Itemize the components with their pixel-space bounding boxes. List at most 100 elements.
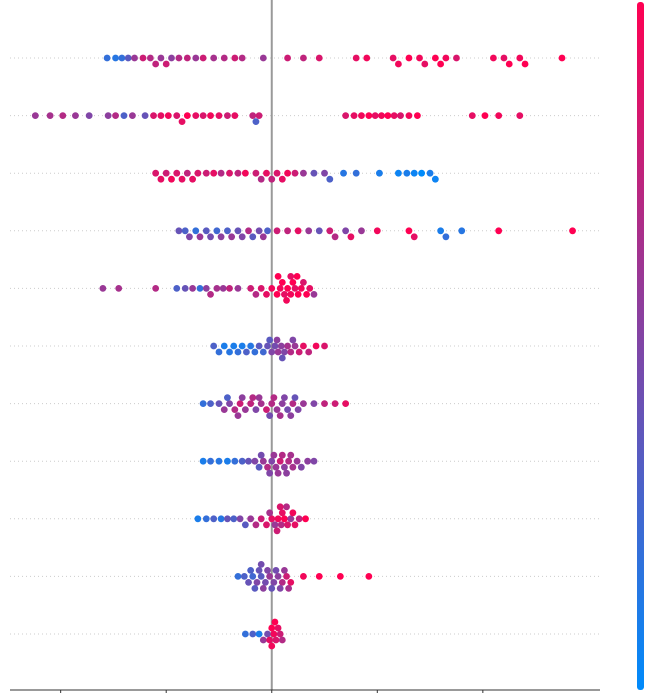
dot	[352, 169, 360, 177]
dot	[249, 394, 257, 401]
dot	[268, 175, 276, 183]
dot	[252, 169, 260, 177]
dot	[217, 515, 225, 523]
dot	[215, 112, 223, 119]
dot	[342, 227, 350, 235]
dot	[118, 54, 126, 62]
dot	[342, 400, 350, 407]
dot	[249, 233, 257, 241]
dot	[220, 342, 228, 350]
dot	[249, 573, 257, 580]
dot	[257, 285, 265, 292]
dot	[303, 291, 310, 298]
dot	[331, 233, 339, 241]
dot	[220, 406, 228, 413]
dot	[234, 412, 242, 419]
dot	[284, 406, 291, 413]
dot	[283, 573, 290, 580]
dot	[181, 285, 189, 292]
dot	[268, 457, 276, 465]
dot	[431, 54, 439, 62]
dot	[293, 457, 301, 465]
dot	[285, 585, 293, 592]
dot	[421, 60, 429, 68]
dot	[326, 227, 334, 235]
dot	[199, 54, 207, 62]
dot	[274, 573, 282, 580]
dot	[99, 285, 107, 292]
dot	[272, 463, 280, 471]
dot	[238, 457, 246, 465]
dot	[294, 406, 302, 413]
dot	[241, 630, 249, 638]
dot	[350, 112, 358, 119]
dot	[271, 618, 279, 626]
dot	[431, 175, 439, 183]
dot	[268, 642, 276, 650]
dot	[231, 112, 239, 119]
dot	[262, 579, 269, 586]
dot	[224, 515, 231, 523]
dot	[495, 112, 503, 119]
dot	[224, 227, 231, 235]
dot	[234, 285, 242, 292]
dot	[274, 515, 282, 523]
dot	[255, 630, 263, 638]
dot	[293, 273, 301, 280]
dot	[458, 227, 466, 235]
dot	[241, 406, 249, 413]
dot	[175, 227, 183, 235]
dot	[253, 579, 261, 586]
dot	[162, 169, 170, 177]
dot	[210, 54, 218, 62]
dot	[263, 521, 270, 529]
dot	[31, 112, 39, 119]
dot	[273, 406, 281, 413]
dot	[226, 285, 233, 292]
dot	[278, 579, 286, 586]
dot	[264, 227, 271, 235]
dot	[442, 54, 450, 62]
dot	[300, 342, 307, 350]
dot	[278, 279, 286, 286]
dot	[516, 54, 524, 62]
dot	[202, 227, 210, 235]
dot	[278, 175, 286, 183]
dot	[283, 297, 290, 304]
dot	[266, 469, 274, 477]
dot	[196, 285, 204, 292]
dot	[283, 503, 290, 511]
dot	[259, 457, 267, 465]
dot	[558, 54, 566, 62]
dot	[234, 169, 242, 177]
dot	[202, 515, 210, 523]
dot	[442, 233, 450, 241]
dot	[263, 291, 270, 298]
dot	[241, 521, 249, 529]
dot	[245, 227, 252, 235]
dot	[310, 169, 318, 177]
dot	[347, 233, 355, 241]
dot	[251, 585, 259, 592]
dot	[266, 636, 274, 644]
dot	[276, 412, 284, 419]
dot	[358, 227, 365, 235]
dot	[371, 112, 379, 119]
dot	[236, 515, 244, 523]
dot	[390, 112, 398, 119]
dot	[300, 279, 307, 286]
dot	[264, 463, 271, 471]
dot	[312, 342, 320, 350]
dot	[245, 579, 252, 586]
dot	[297, 463, 305, 471]
dot	[272, 636, 280, 644]
dot	[259, 585, 267, 592]
dot	[384, 112, 392, 119]
dot	[274, 273, 282, 280]
dot	[224, 394, 231, 401]
dot	[268, 400, 276, 407]
dot	[321, 342, 328, 350]
dot	[192, 54, 200, 62]
dot	[199, 112, 207, 119]
dot	[207, 291, 214, 298]
